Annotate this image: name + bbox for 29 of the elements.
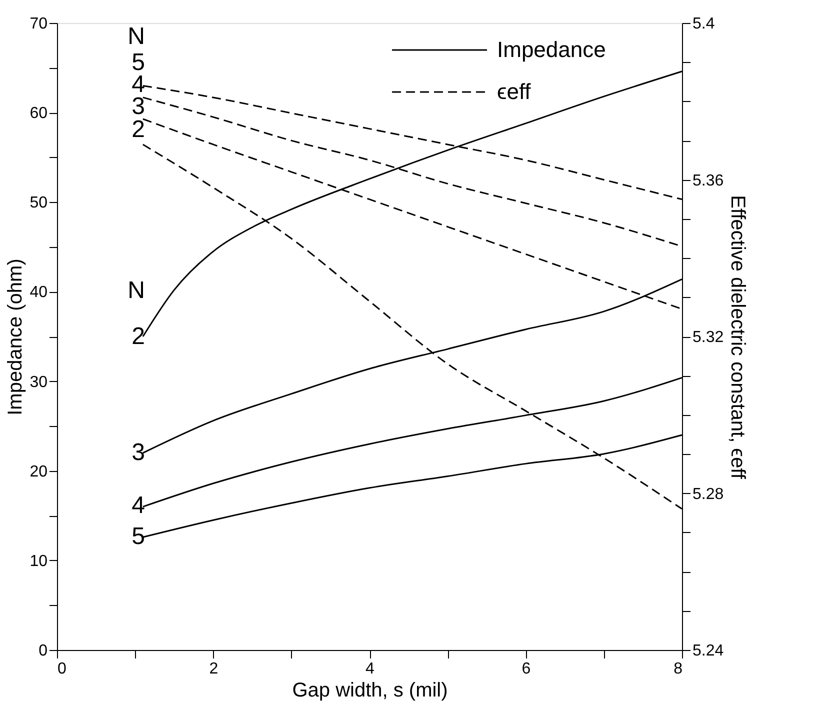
y2-tick-label: 5.24 <box>692 642 724 660</box>
y-tick-label: 70 <box>30 16 48 32</box>
x-tick-label: 4 <box>366 660 375 678</box>
y-axis-title: Impedance (ohm) <box>4 258 27 416</box>
y2-tick-label: 5.28 <box>692 486 724 503</box>
annotation: 3 <box>132 439 145 466</box>
y2-tick-label: 5.32 <box>692 329 724 346</box>
y-tick-label: 20 <box>30 463 48 480</box>
y-tick-label: 50 <box>30 194 48 212</box>
y-tick-label: 0 <box>38 642 48 660</box>
x-axis-title: Gap width, s (mil) <box>292 680 448 702</box>
legend-label: Impedance <box>497 37 606 62</box>
y-tick-label: 10 <box>30 552 48 570</box>
y-tick-label: 40 <box>30 284 48 302</box>
y2-tick-label: 5.4 <box>692 16 715 32</box>
y-tick-label: 30 <box>30 374 48 391</box>
annotation: 2 <box>132 323 145 350</box>
y2-axis-title: Effective dielectric constant, ϵeff <box>726 195 749 480</box>
legend-label: ϵeff <box>497 79 532 104</box>
annotation: 5 <box>132 523 145 550</box>
x-tick-label: 8 <box>674 660 683 678</box>
x-tick-label: 2 <box>209 660 218 678</box>
y-tick-label: 60 <box>30 105 48 122</box>
x-tick-label: 0 <box>58 660 66 678</box>
annotation: N <box>128 23 145 50</box>
y2-tick-label: 5.36 <box>692 172 724 190</box>
annotation: 4 <box>132 492 145 519</box>
x-tick-label: 6 <box>522 660 531 678</box>
annotation: N <box>128 277 145 304</box>
